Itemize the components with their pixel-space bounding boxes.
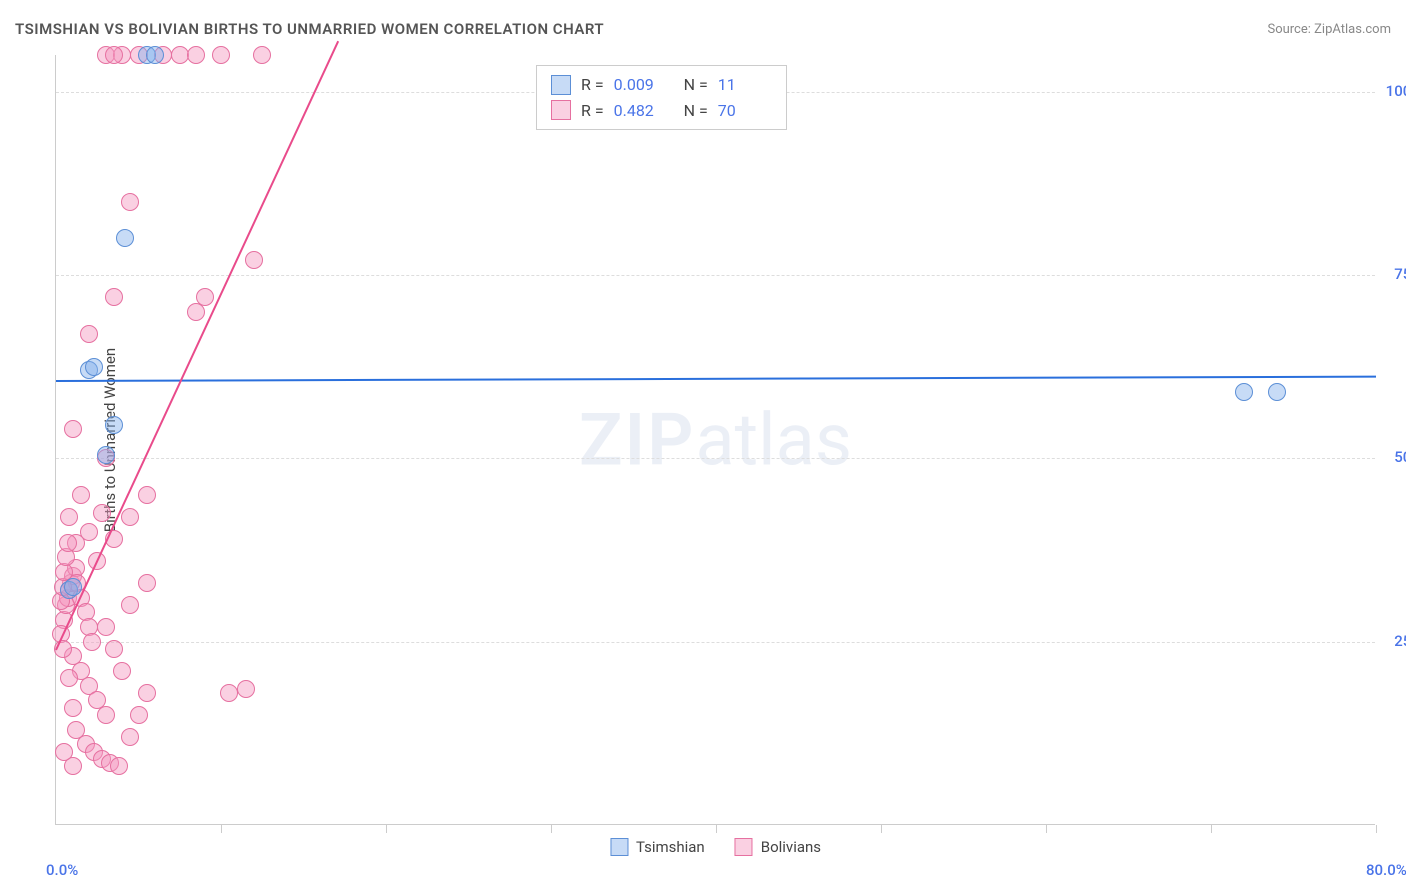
bottom-legend-label: Bolivians [761,838,821,856]
data-point [72,486,90,504]
data-point [253,46,271,64]
data-point [138,486,156,504]
grid-line-h [56,458,1375,459]
data-point [80,325,98,343]
data-point [105,640,123,658]
data-point [121,193,139,211]
data-point [85,358,103,376]
data-point [110,757,128,775]
source-label: Source: ZipAtlas.com [1267,22,1391,37]
y-tick-label: 100.0% [1386,82,1406,100]
bottom-legend-label: Tsimshian [636,838,705,856]
x-tick [1046,825,1047,833]
x-tick [716,825,717,833]
data-point [97,706,115,724]
data-point [196,288,214,306]
data-point [121,508,139,526]
grid-line-h [56,642,1375,643]
x-tick-label: 0.0% [46,861,78,879]
data-point [83,633,101,651]
x-tick-label: 80.0% [1366,861,1406,879]
data-point [80,523,98,541]
data-point [97,446,115,464]
chart-title: TSIMSHIAN VS BOLIVIAN BIRTHS TO UNMARRIE… [15,20,604,38]
legend-n-value: 11 [718,72,772,98]
data-point [59,534,77,552]
legend-swatch [610,838,628,856]
data-point [187,46,205,64]
bottom-legend-item: Tsimshian [610,838,705,856]
x-tick [1211,825,1212,833]
data-point [105,46,123,64]
legend-swatch [735,838,753,856]
x-tick [881,825,882,833]
x-tick [1376,825,1377,833]
data-point [212,46,230,64]
x-tick [386,825,387,833]
bottom-legend-item: Bolivians [735,838,821,856]
legend-swatch [551,75,571,95]
trend-line [55,41,339,651]
data-point [146,46,164,64]
data-point [237,680,255,698]
plot-area: Births to Unmarried Women ZIPatlas R =0.… [55,55,1375,825]
y-tick-label: 50.0% [1394,448,1406,466]
data-point [220,684,238,702]
grid-line-h [56,275,1375,276]
legend-r-value: 0.009 [614,72,668,98]
legend-box: R = 0.009 N = 11 R = 0.482 N = 70 [536,65,787,130]
legend-r-label: R = [581,98,604,124]
legend-row: R = 0.009 N = 11 [551,72,772,98]
data-point [116,229,134,247]
data-point [60,508,78,526]
data-point [138,574,156,592]
y-tick-label: 25.0% [1394,632,1406,650]
x-tick [551,825,552,833]
data-point [60,669,78,687]
data-point [245,251,263,269]
y-tick-label: 75.0% [1394,265,1406,283]
legend-row: R = 0.482 N = 70 [551,98,772,124]
data-point [64,699,82,717]
data-point [171,46,189,64]
legend-n-value: 70 [718,98,772,124]
trend-line [56,375,1376,381]
legend-n-label: N = [684,98,708,124]
data-point [64,578,82,596]
data-point [121,728,139,746]
x-tick [221,825,222,833]
data-point [1235,383,1253,401]
data-point [130,706,148,724]
data-point [55,743,73,761]
legend-r-label: R = [581,72,604,98]
data-point [121,596,139,614]
data-point [138,684,156,702]
legend-swatch [551,100,571,120]
data-point [113,662,131,680]
data-point [105,288,123,306]
data-point [64,420,82,438]
watermark: ZIPatlas [579,397,852,482]
data-point [97,618,115,636]
legend-r-value: 0.482 [614,98,668,124]
data-point [105,416,123,434]
bottom-legend: Tsimshian Bolivians [610,838,821,856]
data-point [1268,383,1286,401]
data-point [93,504,111,522]
legend-n-label: N = [684,72,708,98]
